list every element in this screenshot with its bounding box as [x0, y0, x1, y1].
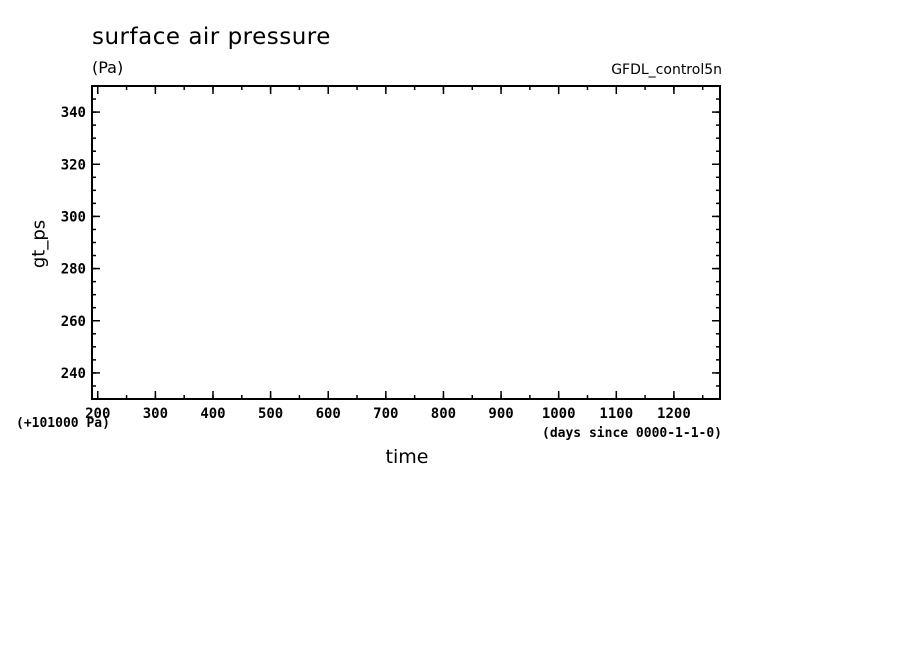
x-tick-label: 500 [258, 406, 283, 422]
x-units-label: (days since 0000-1-1-0) [542, 426, 723, 441]
plot-frame [91, 85, 721, 400]
x-tick-label: 1100 [599, 406, 633, 422]
x-tick-label: 700 [373, 406, 398, 422]
y-offset-label: (+101000 Pa) [16, 416, 110, 431]
x-tick-label: 300 [143, 406, 168, 422]
y-tick-label: 260 [61, 314, 86, 330]
y-tick-label: 280 [61, 262, 86, 278]
x-tick-label: 900 [488, 406, 513, 422]
x-tick-label: 800 [431, 406, 456, 422]
y-tick-label: 240 [61, 366, 86, 382]
x-tick-label: 200 [85, 406, 110, 422]
x-tick-label: 600 [316, 406, 341, 422]
chart-units: (Pa) [92, 58, 124, 77]
x-tick-label: 1200 [657, 406, 691, 422]
x-tick-label: 400 [200, 406, 225, 422]
y-tick-label: 340 [61, 105, 86, 121]
tick-labels: 200 300 400 500 600 700 800 900 1000 1100 1200 240 2… [61, 105, 691, 422]
x-axis-label: time [385, 446, 429, 468]
source-label: GFDL_control5n [611, 62, 722, 78]
chart-title: surface air pressure [92, 24, 331, 50]
x-tick-label: 1000 [542, 406, 576, 422]
y-tick-label: 320 [61, 157, 86, 173]
y-tick-label: 300 [61, 209, 86, 225]
axis-ticks [92, 85, 720, 400]
